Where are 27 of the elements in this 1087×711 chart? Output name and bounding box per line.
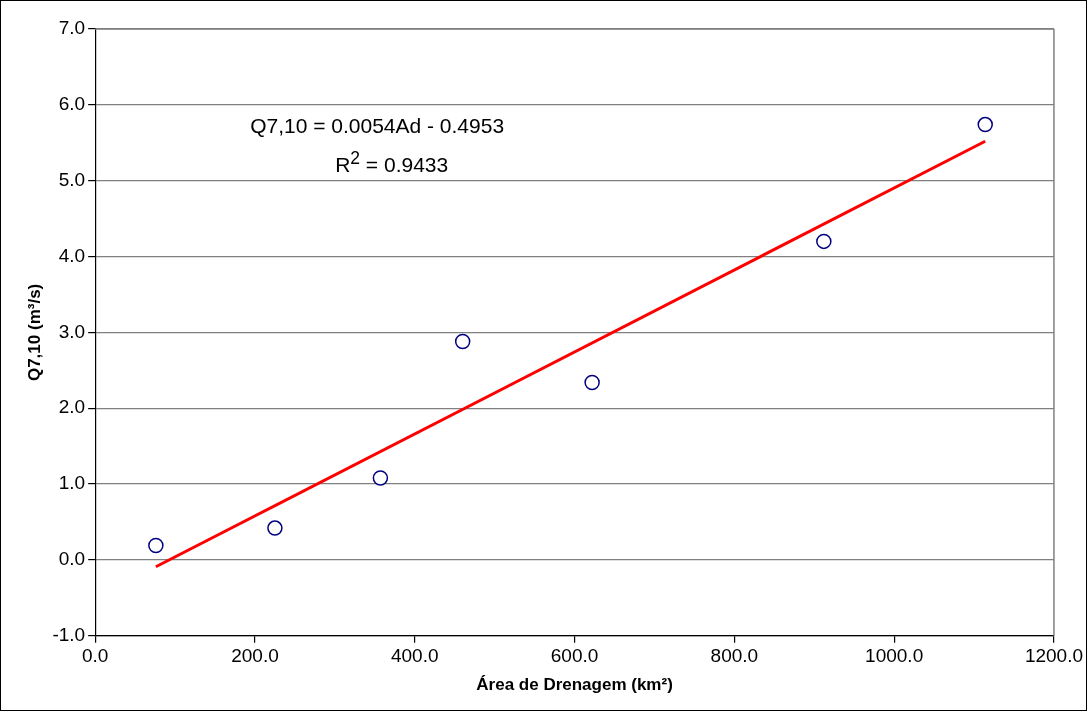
x-axis-title: Área de Drenagem (km²) <box>476 675 673 695</box>
y-tick-label: 3.0 <box>58 320 86 342</box>
y-tick-label: 0.0 <box>58 548 86 570</box>
x-tick-label: 1000.0 <box>865 645 924 667</box>
point <box>372 470 389 486</box>
point <box>148 537 164 554</box>
x-tick-label: 600.0 <box>550 645 599 667</box>
x-tick-label: 400.0 <box>390 645 439 667</box>
y-tick-label: 4.0 <box>58 244 86 266</box>
y-tick-label: 5.0 <box>58 168 86 190</box>
point <box>454 333 471 350</box>
y-tick-label: 6.0 <box>58 93 86 115</box>
annotation: Q7,10 = 0.0054Ad - 0.4953 <box>250 114 505 138</box>
y-axis-title: Q7,10 (m³/s) <box>24 283 44 382</box>
point <box>816 233 832 250</box>
x-tick-label: 1200.0 <box>1024 645 1084 667</box>
point <box>267 520 283 536</box>
y-tick-label: 1.0 <box>58 472 86 494</box>
point <box>977 116 993 133</box>
x-tick-label: 200.0 <box>231 645 279 667</box>
x-tick-label: 800.0 <box>710 645 759 667</box>
y-tick-label: -1.0 <box>52 624 86 646</box>
point <box>584 374 600 391</box>
y-tick-label: 7.0 <box>58 17 86 39</box>
annotation: R$^{2}$ = 0.9433 <box>335 148 449 177</box>
x-tick-label: 0.0 <box>81 645 109 667</box>
y-tick-label: 2.0 <box>58 396 86 418</box>
